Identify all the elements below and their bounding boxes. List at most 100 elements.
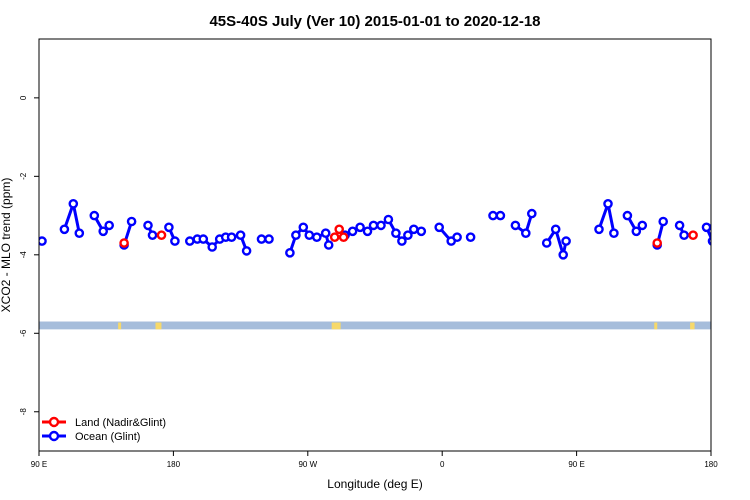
data-point — [488, 210, 498, 221]
data-point — [119, 238, 129, 248]
data-point — [347, 226, 358, 237]
data-point — [207, 242, 217, 252]
data-point — [164, 222, 174, 233]
data-point — [707, 236, 711, 246]
y-tick-label: 0 — [19, 95, 28, 100]
data-point — [126, 216, 137, 227]
land-patch — [155, 322, 162, 330]
data-point — [74, 228, 85, 238]
data-point — [147, 230, 158, 240]
data-point — [594, 224, 604, 235]
data-point — [323, 240, 334, 250]
data-point — [416, 226, 427, 237]
data-point — [298, 222, 309, 233]
data-point — [397, 236, 407, 246]
data-point — [701, 222, 711, 233]
data-point — [391, 228, 401, 238]
data-point — [603, 198, 613, 209]
data-point — [631, 226, 642, 237]
data-point — [383, 214, 394, 225]
data-point — [637, 220, 648, 231]
data-point — [652, 238, 663, 248]
data-point — [59, 224, 70, 235]
data-point — [674, 220, 685, 231]
series-line — [545, 227, 568, 257]
data-point — [558, 249, 569, 260]
data-point — [285, 247, 295, 258]
y-tick-label: -8 — [19, 408, 28, 416]
y-tick-label: -6 — [19, 329, 28, 337]
data-point — [362, 226, 373, 237]
data-point — [527, 208, 537, 219]
x-tick-label: 90 W — [298, 460, 317, 469]
land-patch — [654, 322, 658, 330]
data-point — [304, 230, 315, 240]
data-point — [256, 234, 267, 244]
data-point — [98, 226, 108, 237]
x-tick-label: 180 — [704, 460, 718, 469]
x-tick-label: 180 — [167, 460, 181, 469]
data-point — [235, 230, 246, 240]
data-point — [170, 236, 180, 246]
data-point — [329, 232, 340, 242]
data-point — [264, 234, 274, 244]
data-point — [184, 236, 195, 246]
data-point — [403, 230, 413, 240]
data-point — [311, 232, 322, 242]
data-point — [226, 232, 237, 242]
legend-label: Land (Nadir&Glint) — [75, 417, 166, 429]
data-point — [434, 222, 445, 233]
data-point — [541, 238, 552, 248]
plot-frame — [38, 38, 712, 452]
data-point — [291, 230, 301, 240]
land-patch — [690, 322, 695, 330]
x-tick-label: 0 — [440, 460, 445, 469]
x-axis: 90 E 180 90 W 0 90 E 180 — [31, 451, 718, 469]
x-tick-label: 90 E — [31, 460, 47, 469]
data-point — [39, 236, 47, 246]
data-point — [688, 230, 698, 240]
data-point — [658, 216, 669, 227]
data-point — [104, 220, 114, 231]
legend-marker — [48, 430, 60, 442]
y-axis: 0 -2 -4 -6 -8 — [19, 95, 39, 415]
y-tick-label: -2 — [19, 172, 28, 180]
data-point — [198, 234, 209, 244]
data-point — [355, 222, 365, 233]
data-point — [408, 224, 419, 235]
ocean-strip — [39, 321, 711, 330]
x-axis-label: Longitude (deg E) — [327, 477, 422, 491]
y-axis-label: XCO2 - MLO trend (ppm) — [0, 178, 13, 313]
data-point — [376, 220, 386, 231]
data-point — [338, 232, 349, 242]
legend-marker — [48, 416, 60, 428]
data-point — [465, 232, 476, 242]
series-land-nadir-glint- — [119, 224, 698, 248]
data-point — [609, 228, 619, 238]
land-patch — [118, 322, 122, 330]
data-point — [89, 210, 100, 221]
data-point — [561, 236, 571, 246]
map-band — [39, 321, 711, 330]
data-point — [334, 224, 345, 235]
data-point — [550, 224, 561, 235]
land-patch — [331, 322, 341, 330]
data-point — [521, 228, 531, 238]
data-point — [156, 230, 167, 240]
data-point — [368, 220, 379, 231]
y-tick-label: -4 — [19, 251, 28, 259]
legend-label: Ocean (Glint) — [75, 431, 140, 443]
data-point — [495, 210, 506, 221]
x-tick-label: 90 E — [568, 460, 584, 469]
legend: Land (Nadir&Glint) Ocean (Glint) — [42, 416, 166, 443]
data-point — [241, 246, 252, 256]
data-point — [143, 220, 153, 231]
chart-title: 45S-40S July (Ver 10) 2015-01-01 to 2020… — [209, 13, 540, 30]
series-layer — [39, 198, 711, 260]
data-point — [679, 230, 689, 240]
data-point — [320, 228, 331, 238]
data-point — [68, 198, 79, 209]
series-ocean-glint- — [39, 198, 711, 260]
data-point — [510, 220, 521, 231]
